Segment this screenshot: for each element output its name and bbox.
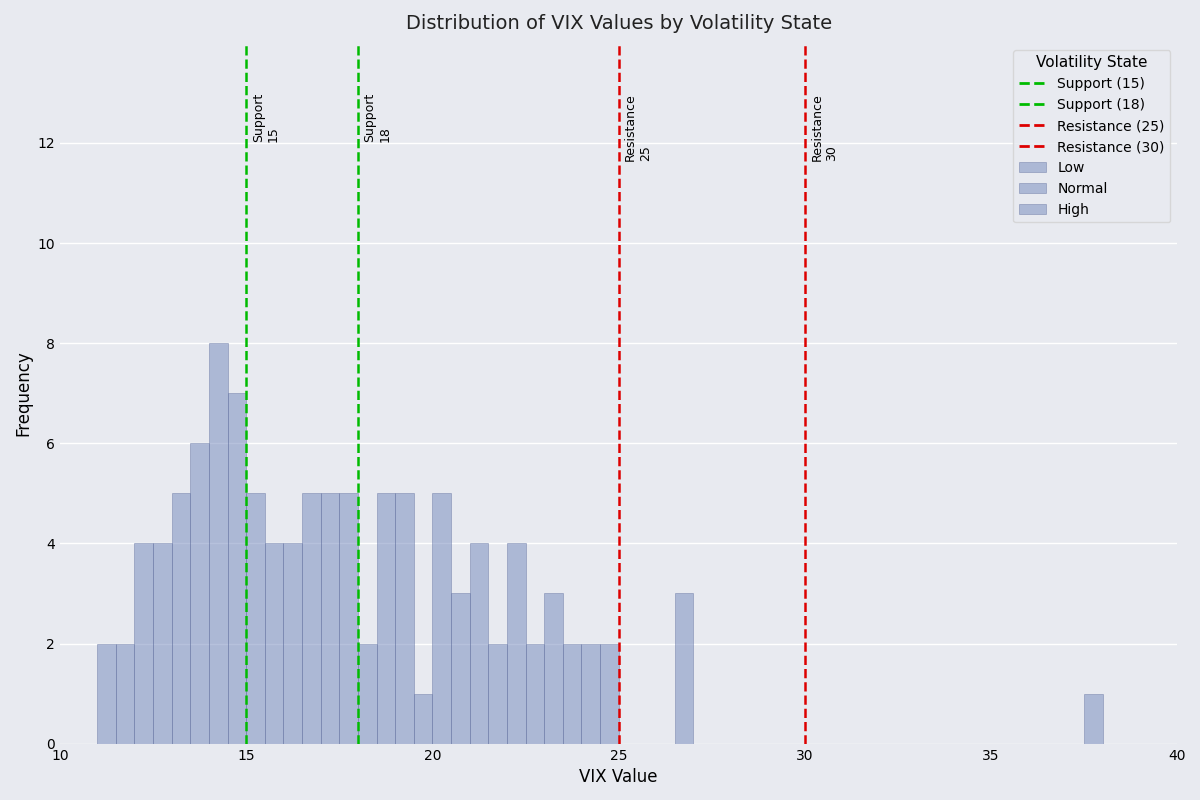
- Bar: [432, 494, 451, 744]
- Bar: [154, 543, 172, 744]
- Bar: [358, 643, 377, 744]
- Text: Support
18: Support 18: [364, 93, 391, 142]
- Bar: [544, 594, 563, 744]
- Bar: [600, 643, 619, 744]
- Bar: [1085, 694, 1103, 744]
- Bar: [469, 543, 488, 744]
- Bar: [414, 694, 432, 744]
- Bar: [563, 643, 581, 744]
- Bar: [526, 643, 544, 744]
- Bar: [283, 543, 302, 744]
- Bar: [191, 443, 209, 744]
- Bar: [116, 643, 134, 744]
- Bar: [134, 543, 154, 744]
- Bar: [488, 643, 506, 744]
- Legend: Support (15), Support (18), Resistance (25), Resistance (30), Low, Normal, High: Support (15), Support (18), Resistance (…: [1013, 50, 1170, 222]
- Y-axis label: Frequency: Frequency: [14, 350, 32, 436]
- Text: Resistance
25: Resistance 25: [624, 93, 653, 161]
- X-axis label: VIX Value: VIX Value: [580, 768, 658, 786]
- Bar: [674, 594, 694, 744]
- Bar: [581, 643, 600, 744]
- Text: Support
15: Support 15: [252, 93, 280, 142]
- Bar: [302, 494, 320, 744]
- Title: Distribution of VIX Values by Volatility State: Distribution of VIX Values by Volatility…: [406, 14, 832, 33]
- Bar: [320, 494, 340, 744]
- Bar: [246, 494, 265, 744]
- Bar: [395, 494, 414, 744]
- Bar: [340, 494, 358, 744]
- Bar: [265, 543, 283, 744]
- Bar: [506, 543, 526, 744]
- Bar: [377, 494, 395, 744]
- Text: Resistance
30: Resistance 30: [810, 93, 839, 161]
- Bar: [228, 394, 246, 744]
- Bar: [451, 594, 469, 744]
- Bar: [209, 343, 228, 744]
- Bar: [97, 643, 116, 744]
- Bar: [172, 494, 191, 744]
